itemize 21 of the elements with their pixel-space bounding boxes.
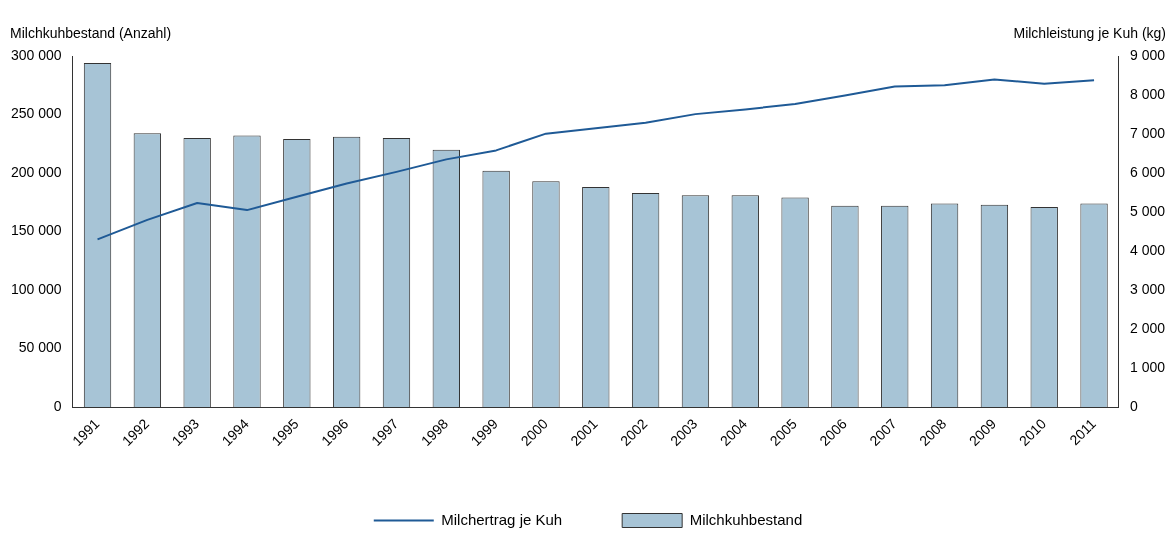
y2-tick-label: 6 000	[1129, 163, 1166, 180]
y-tick-label: 250 000	[11, 105, 62, 122]
y2-tick-label: 2 000	[1129, 319, 1166, 336]
y-axis-title: Milchkuhbestand (Anzahl)	[10, 25, 172, 41]
y2-tick-label: 9 000	[1129, 46, 1166, 63]
y2-tick-label: 4 000	[1129, 241, 1166, 258]
y2-tick-label: 0	[1129, 397, 1138, 414]
y-tick-label: 200 000	[11, 163, 62, 180]
y-tick-label: 150 000	[11, 222, 62, 239]
legend-label: Milchertrag je Kuh	[441, 510, 563, 528]
y2-tick-label: 7 000	[1129, 124, 1166, 141]
y-tick-label: 0	[53, 397, 62, 414]
y2-tick-label: 3 000	[1129, 280, 1166, 297]
y-tick-label: 300 000	[11, 46, 62, 63]
y-tick-label: 100 000	[11, 280, 62, 297]
y-tick-label: 50 000	[18, 339, 62, 356]
legend-label: Milchkuhbestand	[689, 510, 803, 528]
y2-tick-label: 1 000	[1129, 358, 1166, 375]
y2-tick-label: 5 000	[1129, 202, 1166, 219]
y2-tick-label: 8 000	[1129, 85, 1166, 102]
y2-axis-title: Milchleistung je Kuh (kg)	[1013, 25, 1166, 41]
